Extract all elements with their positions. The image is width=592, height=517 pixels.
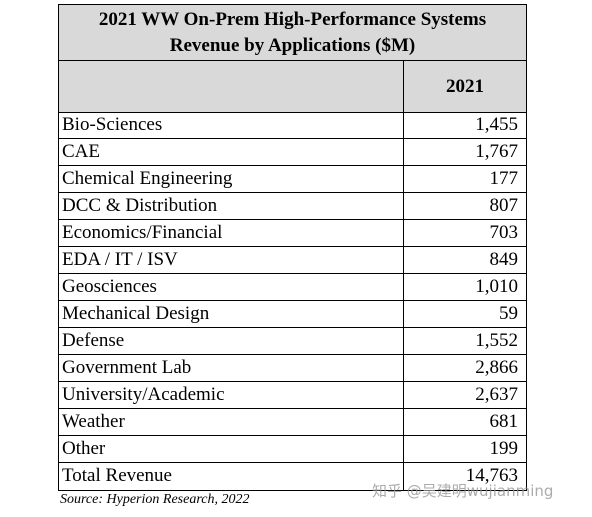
row-value: 1,455 bbox=[475, 114, 518, 135]
row-value: 703 bbox=[489, 222, 519, 243]
row-label: EDA / IT / ISV bbox=[59, 247, 404, 273]
table-row: Weather 681 bbox=[59, 409, 526, 436]
row-value: 849 bbox=[489, 249, 519, 270]
table-row: Bio-Sciences 1,455 bbox=[59, 112, 526, 139]
row-value: 1,767 bbox=[475, 141, 518, 162]
row-label: Chemical Engineering bbox=[59, 166, 404, 192]
table-title: 2021 WW On-Prem High-Performance Systems… bbox=[58, 4, 527, 61]
title-line: 2021 WW On-Prem High-Performance Systems bbox=[98, 8, 487, 30]
row-label: Defense bbox=[59, 328, 404, 354]
column-header: 2021 bbox=[446, 75, 484, 97]
table-row: Economics/Financial 703 bbox=[59, 220, 526, 247]
table-row: Other 199 bbox=[59, 436, 526, 463]
table-row: University/Academic 2,637 bbox=[59, 382, 526, 409]
row-value: 177 bbox=[489, 168, 519, 189]
row-value: 14,763 bbox=[465, 465, 518, 486]
row-label: Weather bbox=[59, 409, 404, 435]
row-label: University/Academic bbox=[59, 382, 404, 408]
table-row: Government Lab 2,866 bbox=[59, 355, 526, 382]
row-label: Government Lab bbox=[59, 355, 404, 381]
row-value: 807 bbox=[489, 195, 519, 216]
row-label: Economics/Financial bbox=[59, 220, 404, 246]
row-label: Other bbox=[59, 436, 404, 462]
row-value: 2,637 bbox=[475, 384, 518, 405]
table-row: Mechanical Design 59 bbox=[59, 301, 526, 328]
table-body: Bio-Sciences 1,455 CAE 1,767 Chemical Engine… bbox=[58, 112, 527, 491]
table-row: EDA / IT / ISV 849 bbox=[59, 247, 526, 274]
table-row: Total Revenue 14,763 bbox=[59, 463, 526, 490]
row-label: CAE bbox=[59, 139, 404, 165]
title-line: Revenue by Applications ($M) bbox=[169, 34, 416, 56]
table-row: DCC & Distribution 807 bbox=[59, 193, 526, 220]
row-value: 681 bbox=[489, 411, 519, 432]
table-row: Geosciences 1,010 bbox=[59, 274, 526, 301]
row-label: Geosciences bbox=[59, 274, 404, 300]
row-value: 1,010 bbox=[475, 276, 518, 297]
table-row: CAE 1,767 bbox=[59, 139, 526, 166]
row-value: 1,552 bbox=[475, 330, 518, 351]
column-divider bbox=[403, 60, 404, 113]
table-row: Chemical Engineering 177 bbox=[59, 166, 526, 193]
row-value: 2,866 bbox=[475, 357, 518, 378]
row-label: Mechanical Design bbox=[59, 301, 404, 327]
table-row: Defense 1,552 bbox=[59, 328, 526, 355]
row-label: Bio-Sciences bbox=[59, 112, 404, 138]
row-value: 59 bbox=[499, 303, 518, 324]
source-note: Source: Hyperion Research, 2022 bbox=[60, 492, 250, 507]
watermark: 知乎 @吴建明wujianming bbox=[372, 482, 554, 500]
row-label: Total Revenue bbox=[59, 463, 404, 490]
header-row bbox=[58, 60, 527, 113]
row-value: 199 bbox=[489, 438, 519, 459]
row-label: DCC & Distribution bbox=[59, 193, 404, 219]
